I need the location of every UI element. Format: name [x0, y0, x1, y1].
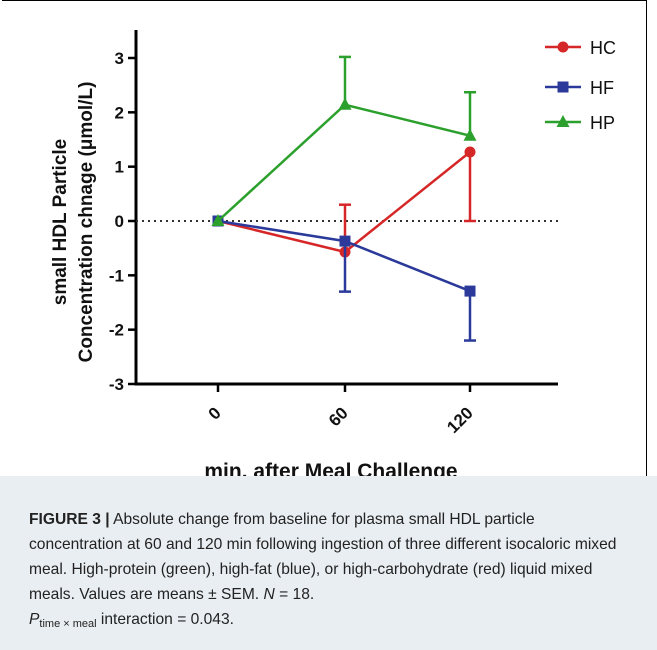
data-point-hp — [338, 97, 352, 110]
caption-p-label: P — [29, 611, 40, 628]
caption-p-subscript: time × meal — [39, 618, 97, 630]
legend-item-hp: HP — [545, 113, 615, 133]
line-chart: 3 2 1 0 -1 -2 -3 0 60 120 HC HF HP small HDL Partic… — [50, 30, 616, 483]
legend: HC HF HP — [545, 38, 616, 133]
y-tick-label: 3 — [115, 49, 124, 68]
legend-marker-hf — [557, 81, 569, 93]
legend-marker-hc — [557, 41, 569, 53]
legend-item-hc: HC — [545, 38, 616, 58]
y-tick-label: -3 — [109, 375, 124, 394]
y-tick-label: -2 — [109, 321, 124, 340]
data-point-hf — [339, 235, 351, 247]
y-tick-label: 2 — [115, 103, 124, 122]
data-point-hp — [463, 128, 477, 141]
caption-n-label: N — [263, 586, 275, 603]
axis-ticks: 3 2 1 0 -1 -2 -3 0 60 120 — [109, 49, 477, 437]
x-tick-label: 120 — [443, 403, 476, 436]
legend-label-hc: HC — [590, 38, 616, 58]
y-axis-label-line-1: small HDL Particle — [50, 139, 71, 306]
legend-label-hp: HP — [590, 113, 615, 133]
x-tick-label: 60 — [325, 403, 352, 430]
caption-text: Absolute change from baseline for plasma… — [29, 511, 617, 603]
y-tick-label: -1 — [109, 266, 124, 285]
series-layer — [211, 55, 477, 342]
data-point-hp — [211, 214, 225, 226]
series-hp — [211, 55, 477, 226]
legend-marker-hp — [556, 115, 570, 127]
data-point-hf — [464, 285, 476, 297]
frame-top-border — [2, 0, 647, 1]
caption-n-text: = 18. — [274, 586, 315, 603]
legend-item-hf: HF — [545, 78, 614, 98]
caption-p-text: interaction = 0.043. — [96, 611, 234, 628]
caption-panel — [0, 476, 657, 650]
legend-label-hf: HF — [590, 78, 614, 98]
figure-caption: FIGURE 3 | Absolute change from baseline… — [29, 507, 629, 637]
frame-right-border — [646, 0, 647, 476]
y-axis-label-line-2: Concentration chnage (μmol/L) — [76, 82, 97, 363]
y-tick-label: 0 — [115, 212, 124, 231]
data-point-hc — [464, 146, 476, 158]
y-tick-label: 1 — [115, 158, 124, 177]
x-tick-label: 0 — [205, 403, 225, 423]
figure-label: FIGURE 3 | — [29, 511, 110, 528]
